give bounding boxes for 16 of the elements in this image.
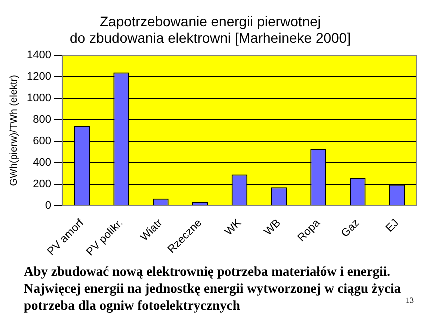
y-tick-label: 1000: [26, 92, 52, 105]
chart-title: Zapotrzebowanie energii pierwotnej do zbudowania elektrowni [Marheineke 2000]: [70, 13, 351, 46]
text: Aby zbudować nową elektrownię potrzeba materiałów i energii. Najwięcej energii na jednostkę energii wytworzonej w ciągu życia potrzeba dla ogniw fotoelektrycznych: [24, 264, 402, 313]
y-tick-label: 600: [33, 135, 52, 148]
y-tick-label: 1400: [26, 50, 52, 62]
y-tick-label: 800: [33, 114, 52, 126]
y-tick-label: 1200: [26, 71, 52, 84]
x-tick-label: WB: [262, 217, 284, 238]
x-tick-label: Gaz: [339, 217, 362, 240]
y-tick-label: 200: [33, 178, 52, 190]
y-tick-label: 400: [33, 156, 52, 169]
text: 13: [406, 296, 414, 305]
y-axis-title: GWh(pierw)/TWh (elektr): [8, 75, 20, 186]
x-tick-label: WK: [222, 216, 244, 238]
y-tick-label: 0: [45, 200, 52, 212]
x-tick-label: EJ: [384, 217, 402, 235]
